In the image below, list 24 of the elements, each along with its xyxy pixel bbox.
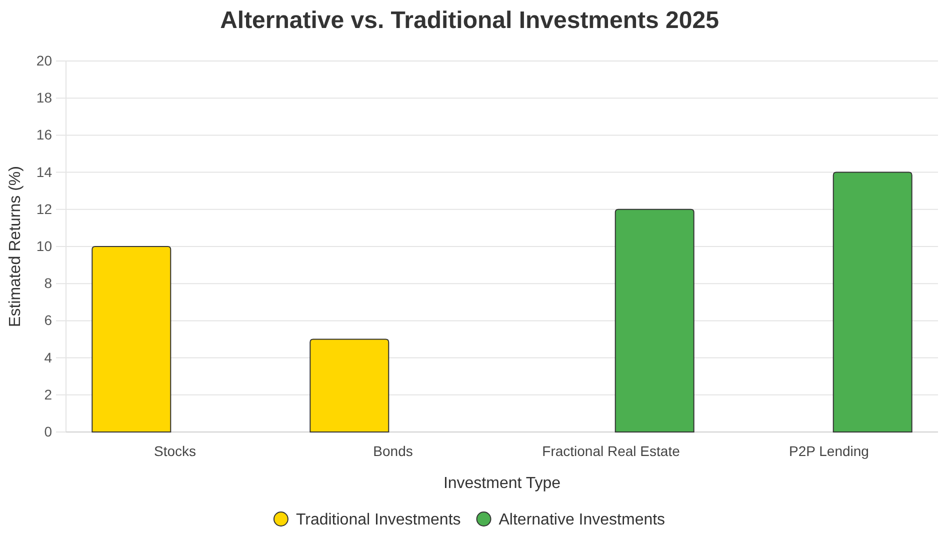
x-tick-label: Bonds bbox=[373, 442, 413, 459]
y-tick-label: 6 bbox=[44, 312, 52, 328]
y-axis-title: Estimated Returns (%) bbox=[7, 166, 24, 327]
y-tick-label: 4 bbox=[44, 349, 52, 366]
y-tick-label: 2 bbox=[44, 386, 52, 402]
y-tick-label: 0 bbox=[44, 423, 52, 440]
x-tick-label: P2P Lending bbox=[789, 442, 869, 459]
bar bbox=[92, 246, 172, 432]
y-tick-label: 10 bbox=[36, 238, 52, 254]
y-tick-label: 20 bbox=[36, 52, 52, 68]
bar bbox=[614, 208, 694, 432]
legend-label: Alternative Investments bbox=[498, 512, 666, 528]
y-tick-label: 14 bbox=[36, 164, 52, 180]
x-tick-label: Stocks bbox=[154, 442, 196, 459]
legend-label: Traditional Investments bbox=[296, 512, 461, 528]
y-tick-label: 8 bbox=[44, 275, 52, 292]
y-tick-label: 18 bbox=[36, 90, 52, 106]
y-tick-label: 12 bbox=[36, 200, 52, 217]
y-tick-label: 16 bbox=[36, 126, 52, 143]
x-tick-label: Fractional Real Estate bbox=[542, 442, 680, 459]
x-axis-title: Investment Type bbox=[443, 475, 561, 492]
bar bbox=[832, 172, 912, 432]
bar bbox=[310, 338, 390, 432]
chart-title: Alternative vs. Traditional Investments 2025 bbox=[220, 7, 719, 34]
